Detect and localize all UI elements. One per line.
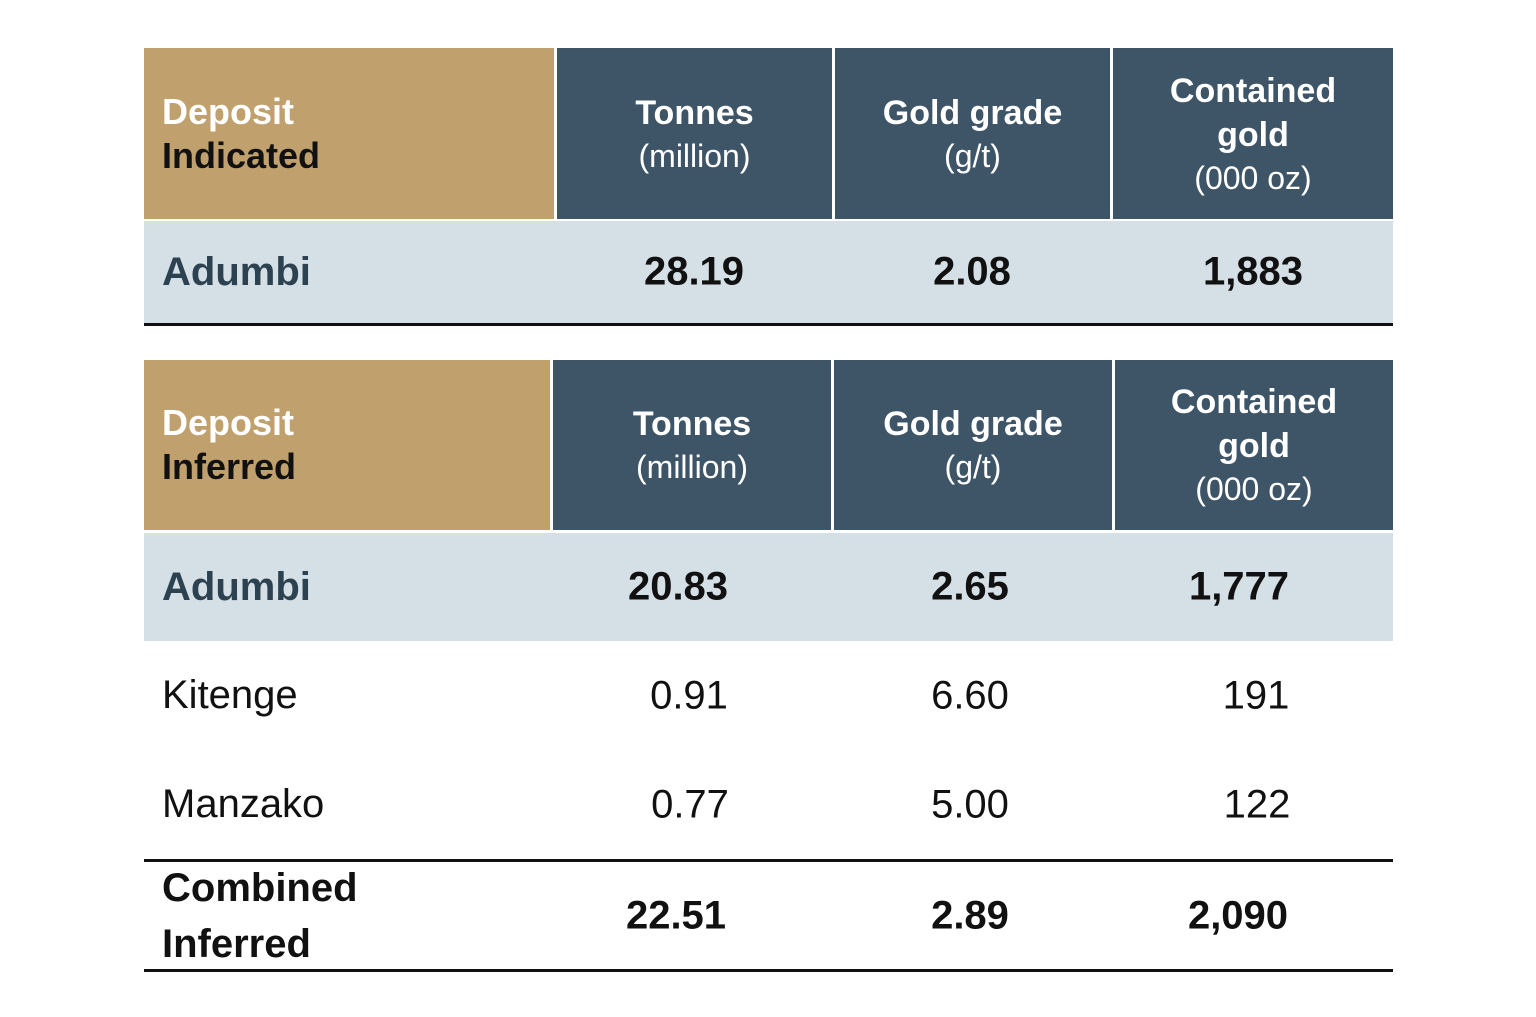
deposit-name: Adumbi: [162, 249, 311, 294]
contained-gold-header-cell: Contained gold (000 oz): [1115, 360, 1393, 530]
column-unit: (million): [638, 137, 751, 174]
deposit-header-cell: Deposit Indicated: [144, 48, 554, 219]
column-title: Gold grade: [883, 405, 1063, 443]
grade-header-cell: Gold grade (g/t): [834, 360, 1112, 530]
tonnes-value: 28.19: [643, 249, 745, 294]
tonnes-header-cell: Tonnes (million): [553, 360, 831, 530]
grade-value: 2.89: [931, 893, 1009, 937]
tonnes-value: 22.51: [625, 893, 727, 937]
column-title: Tonnes: [635, 93, 754, 132]
table-bottom-rule: [144, 969, 1393, 972]
column-unit: (000 oz): [1195, 471, 1313, 507]
column-title: gold: [1218, 427, 1290, 465]
tonnes-header-cell: Tonnes (million): [557, 48, 832, 219]
contained-gold-value: 122: [1223, 782, 1291, 826]
deposit-header-cell: Deposit Inferred: [144, 360, 550, 530]
grade-header-cell: Gold grade (g/t): [835, 48, 1110, 219]
grade-value: 2.65: [931, 564, 1009, 609]
table-row: Manzako 0.77 5.00 122: [144, 750, 1393, 859]
table-row: Kitenge 0.91 6.60 191: [144, 641, 1393, 750]
total-label-line2: Inferred: [162, 921, 311, 966]
column-title: Contained: [1170, 383, 1338, 421]
deposit-name: Kitenge: [162, 673, 298, 717]
column-unit: (million): [636, 449, 748, 485]
contained-gold-value: 2,090: [1187, 893, 1289, 937]
deposit-header-label: Deposit: [162, 90, 295, 132]
grade-value: 6.60: [931, 673, 1009, 717]
total-row: Combined Inferred 22.51 2.89 2,090: [144, 862, 1393, 969]
tonnes-value: 20.83: [627, 564, 729, 609]
contained-gold-header-cell: Contained gold (000 oz): [1113, 48, 1393, 219]
grade-value: 5.00: [931, 782, 1009, 826]
column-title: Tonnes: [632, 405, 752, 443]
category-header-label: Indicated: [162, 134, 321, 176]
deposit-header-label: Deposit: [162, 402, 295, 443]
tonnes-value: 0.77: [651, 782, 729, 826]
column-title: Contained: [1169, 71, 1337, 110]
column-unit: (000 oz): [1194, 159, 1312, 196]
table-bottom-rule: [144, 323, 1393, 326]
table-header: Deposit Indicated Tonnes (million) Gold …: [144, 48, 1393, 219]
table-row: Adumbi 20.83 2.65 1,777: [144, 533, 1393, 641]
table-header: Deposit Inferred Tonnes (million) Gold g…: [144, 360, 1393, 530]
deposit-name: Adumbi: [162, 564, 311, 609]
contained-gold-value: 1,777: [1188, 564, 1290, 609]
total-separator-rule: [144, 859, 1393, 862]
column-title: Gold grade: [882, 93, 1063, 132]
tonnes-value: 0.91: [650, 673, 728, 717]
grade-value: 2.08: [933, 249, 1011, 294]
table-row: Adumbi 28.19 2.08 1,883: [144, 221, 1393, 323]
column-unit: (g/t): [944, 449, 1002, 485]
total-label: Combined Inferred: [144, 860, 554, 972]
column-unit: (g/t): [944, 137, 1001, 174]
column-title: gold: [1217, 115, 1289, 154]
total-label-line1: Combined: [162, 865, 358, 910]
indicated-resource-table: Deposit Indicated Tonnes (million) Gold …: [144, 48, 1393, 326]
contained-gold-value: 191: [1222, 673, 1290, 717]
contained-gold-value: 1,883: [1202, 249, 1304, 294]
deposit-name: Manzako: [162, 782, 325, 826]
inferred-resource-table: Deposit Inferred Tonnes (million) Gold g…: [144, 360, 1393, 972]
category-header-label: Inferred: [162, 446, 297, 487]
